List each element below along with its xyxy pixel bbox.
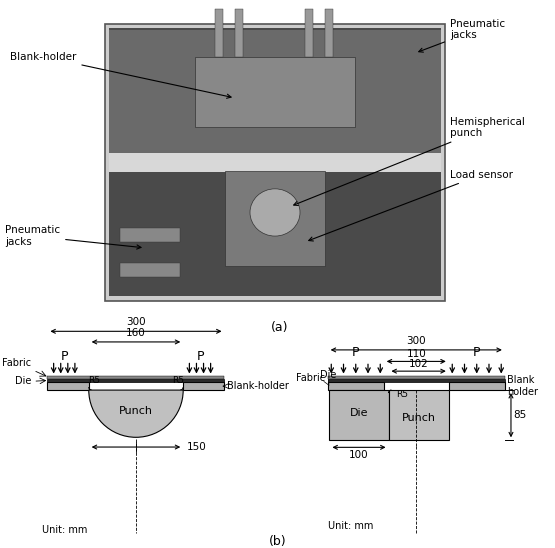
Text: Unit: mm: Unit: mm: [42, 525, 88, 535]
Text: Hemispherical
punch: Hemispherical punch: [294, 117, 525, 206]
Text: P: P: [352, 346, 360, 359]
Text: Pneumatic
jacks: Pneumatic jacks: [419, 19, 505, 52]
Bar: [183, 382, 225, 390]
Text: 300: 300: [406, 336, 426, 346]
Text: R5: R5: [172, 376, 184, 385]
Bar: [47, 379, 225, 382]
Wedge shape: [89, 390, 183, 437]
Text: 102: 102: [408, 359, 428, 369]
Text: 150: 150: [186, 442, 206, 452]
Bar: [388, 390, 448, 440]
Text: Die: Die: [320, 370, 336, 380]
Bar: [325, 9, 333, 56]
Text: Unit: mm: Unit: mm: [327, 521, 373, 532]
Text: Fabric: Fabric: [296, 373, 325, 383]
Text: 110: 110: [406, 349, 426, 359]
Bar: [235, 9, 243, 56]
Bar: [195, 56, 355, 128]
Text: R5: R5: [396, 390, 408, 399]
Text: (a): (a): [271, 321, 289, 334]
Text: 100: 100: [349, 450, 369, 460]
Bar: [47, 376, 225, 379]
Bar: [327, 382, 384, 390]
Text: Punch: Punch: [402, 413, 436, 423]
Text: Blank
holder: Blank holder: [507, 375, 538, 397]
Bar: [215, 9, 223, 56]
Bar: [109, 30, 441, 163]
Bar: [120, 228, 180, 242]
Text: 300: 300: [126, 317, 146, 327]
Text: Load sensor: Load sensor: [309, 170, 513, 241]
Text: 85: 85: [513, 410, 527, 420]
Bar: [105, 24, 445, 301]
Text: P: P: [60, 350, 68, 363]
Text: P: P: [473, 346, 481, 359]
Ellipse shape: [250, 189, 300, 236]
Text: Fabric: Fabric: [2, 358, 32, 368]
Bar: [327, 379, 505, 382]
Text: 160: 160: [126, 328, 146, 338]
Text: P: P: [196, 350, 204, 363]
Bar: [305, 9, 313, 56]
Bar: [225, 171, 325, 266]
Text: (b): (b): [269, 535, 286, 548]
Text: Die: Die: [15, 376, 32, 386]
Bar: [47, 382, 89, 390]
Bar: [109, 28, 441, 296]
Bar: [120, 263, 180, 277]
Text: Blank-holder: Blank-holder: [10, 52, 231, 98]
Bar: [330, 390, 388, 440]
Text: R5: R5: [88, 376, 100, 385]
Bar: [327, 376, 505, 379]
Text: Blank-holder: Blank-holder: [227, 381, 289, 391]
Text: Pneumatic
jacks: Pneumatic jacks: [5, 225, 141, 249]
Bar: [109, 153, 441, 172]
Text: Punch: Punch: [119, 406, 153, 416]
Bar: [448, 382, 505, 390]
Text: Die: Die: [350, 408, 369, 418]
